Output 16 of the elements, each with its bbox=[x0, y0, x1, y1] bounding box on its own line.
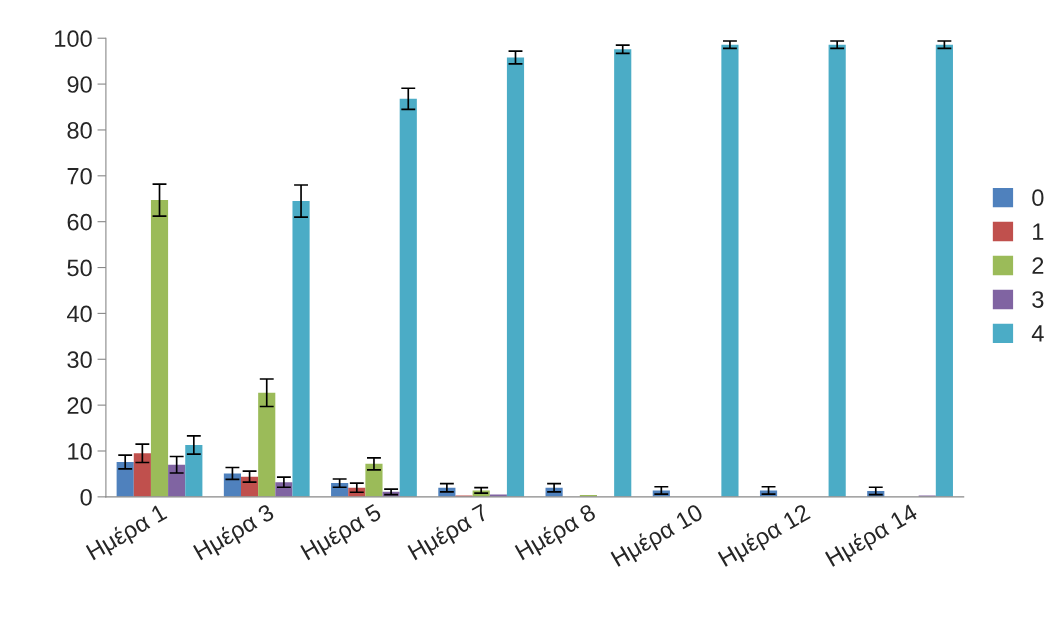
y-tick-label: 10 bbox=[68, 443, 92, 460]
legend-label: 2 bbox=[1032, 257, 1044, 274]
y-tick-label: 0 bbox=[80, 488, 92, 506]
legend-label: 4 bbox=[1031, 325, 1044, 342]
y-tick-label: 50 bbox=[67, 259, 92, 277]
legend-label: 1 bbox=[1033, 223, 1044, 240]
y-tick-label: 70 bbox=[67, 167, 92, 185]
y-tick-label: 60 bbox=[67, 213, 92, 231]
y-tick-label: 80 bbox=[67, 122, 92, 139]
y-tick-label: 30 bbox=[67, 351, 92, 369]
legend-label: 3 bbox=[1032, 291, 1044, 308]
y-tick-label: 100 bbox=[55, 30, 92, 48]
legend-label: 0 bbox=[1032, 189, 1044, 207]
y-tick-label: 90 bbox=[67, 76, 92, 93]
y-tick-label: 40 bbox=[66, 305, 92, 323]
y-tick-label: 20 bbox=[67, 397, 92, 414]
